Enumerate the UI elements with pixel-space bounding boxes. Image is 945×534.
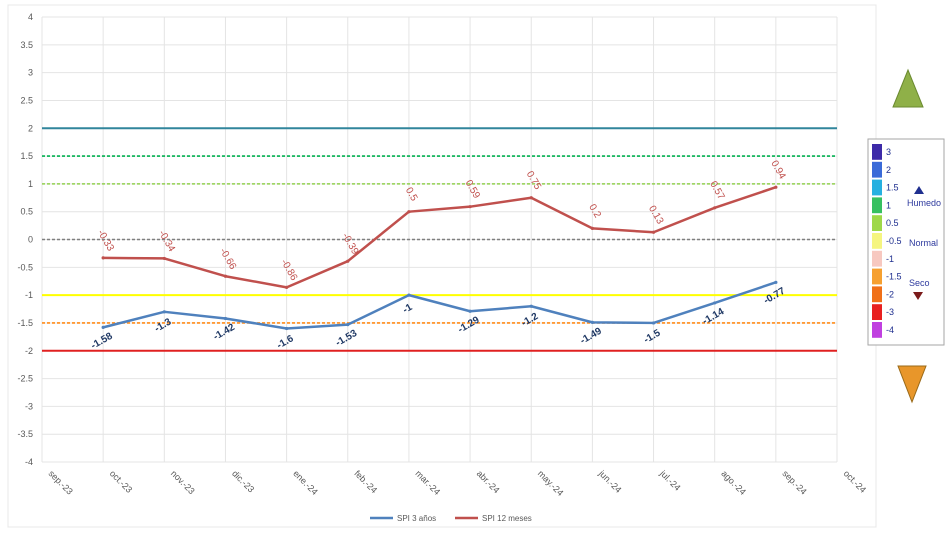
y-tick-label: -4 [25,457,33,467]
y-tick-label: 2 [28,123,33,133]
chart-frame [7,4,877,528]
data-point [774,280,778,284]
y-tick-label: 2.5 [20,95,33,105]
data-point [651,230,656,234]
scale-band-label: -0.5 [886,236,902,246]
scale-swatch [872,144,882,160]
series-line-spi-12 [103,186,777,289]
y-tick-label: 1 [28,179,33,189]
scale-swatch [872,179,882,196]
scale-swatch [872,161,882,178]
humedo-label: Humedo [907,198,941,208]
data-point [101,256,105,260]
scale-band-label: -1.5 [886,272,902,282]
data-point [590,226,594,230]
data-point [162,256,166,261]
scale-swatch [872,286,882,303]
data-point [590,320,594,324]
scale-bands: 3 2 1.5 1 0.5 -0.5 -1 -1.5 -2 -3 -4 [872,144,902,338]
y-tick-label: -0.5 [17,262,33,272]
normal-label: Normal [909,238,938,248]
y-tick-label: 0.5 [20,207,33,217]
data-point [529,304,533,308]
legend-label-spi-3: SPI 3 años [397,514,436,523]
y-tick-label: -1.5 [17,318,33,328]
scale-swatch [872,268,882,285]
y-tick-label: -2.5 [17,374,33,384]
data-point [223,316,228,321]
y-tick-label: -1 [25,290,33,300]
data-point [407,210,411,214]
scale-band-label: -4 [886,325,894,335]
scale-band-label: 1 [886,200,891,210]
scale-swatch [872,197,882,214]
data-point [101,325,105,329]
scale-band-label: -2 [886,289,894,299]
data-point [285,285,289,289]
y-axis-ticks: 4 3.5 3 2.5 2 1.5 1 0.5 0 -0.5 -1 -1.5 -2 -2.5 -3 -3.5 -… [17,12,33,467]
data-point [713,206,717,210]
spi-scale-legend: 321.510.5-0.5-1-1.5-2-3-4 Humedo Normal … [867,138,945,346]
data-point [346,323,350,327]
data-point [162,310,166,314]
dry-arrow-icon [897,365,927,404]
series-layer [101,185,778,331]
data-point [223,274,228,278]
scale-swatch [872,304,882,320]
y-tick-label: -3 [25,401,33,411]
scale-swatch [872,233,882,249]
data-point [651,321,656,325]
data-point [468,205,472,209]
y-tick-label: 3 [28,68,33,78]
seco-label: Seco [909,278,930,288]
scale-swatch [872,322,882,338]
scale-band-label: -1 [886,254,894,264]
y-tick-label: -3.5 [17,429,33,439]
data-point [407,293,411,297]
scale-band-label: -3 [886,307,894,317]
scale-band-label: 1.5 [886,183,899,193]
scale-band-label: 0.5 [886,218,899,228]
y-tick-label: 0 [28,235,33,245]
scale-band-label: 3 [886,147,891,157]
y-tick-label: 3.5 [20,40,33,50]
reference-lines [42,127,837,352]
data-point [285,326,289,331]
wet-arrow-icon [892,68,924,108]
seco-triangle-icon [913,292,923,300]
scale-swatch [872,215,882,231]
legend-label-spi-12: SPI 12 meses [482,514,532,523]
y-tick-label: 1.5 [20,151,33,161]
y-tick-label: -2 [25,346,33,356]
y-tick-label: 4 [28,12,33,22]
data-point [713,301,717,305]
humedo-triangle-icon [914,186,924,194]
chart-legend: SPI 3 años SPI 12 meses [370,514,532,523]
data-point [529,196,533,200]
data-point [346,259,350,263]
scale-swatch [872,250,882,267]
data-point [774,185,778,189]
data-point [468,309,472,313]
series-line-spi-3 [102,281,777,330]
scale-band-label: 2 [886,165,891,175]
